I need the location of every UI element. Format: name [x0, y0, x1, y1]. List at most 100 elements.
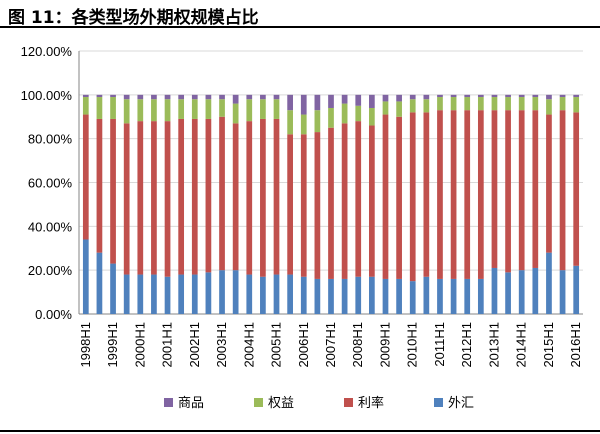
bar-segment — [341, 103, 348, 124]
y-tick-label: 20.00% — [28, 263, 73, 278]
bar-segment — [246, 94, 253, 100]
bar-segment — [559, 97, 566, 111]
x-tick-label: 2012H1 — [459, 322, 474, 368]
bar-segment — [382, 101, 389, 115]
bar-segment — [164, 99, 171, 122]
bar-segment — [314, 110, 321, 133]
legend-swatch — [254, 398, 263, 407]
bar-segment — [328, 127, 334, 279]
bar-segment — [491, 97, 498, 111]
bar-segment — [123, 274, 130, 314]
bar-segment — [491, 94, 498, 98]
bar-segment — [82, 239, 89, 314]
bar-segment — [205, 118, 212, 273]
x-tick-label: 2006H1 — [296, 322, 311, 368]
bar-segment — [191, 118, 198, 275]
x-tick-label: 1999H1 — [105, 322, 120, 368]
bar-segment — [205, 94, 212, 100]
bar-segment — [546, 252, 552, 314]
bottom-rule — [0, 430, 600, 432]
bar-segment — [518, 94, 525, 98]
bar-segment — [505, 94, 511, 98]
y-tick-label: 100.00% — [21, 88, 73, 103]
bar-segment — [164, 276, 171, 314]
bar-segment — [287, 274, 293, 314]
chart-title: 图 11：各类型场外期权规模占比 — [8, 8, 259, 28]
legend-label: 利率 — [358, 395, 384, 411]
bar-segment — [518, 110, 525, 271]
bar-segment — [559, 270, 566, 314]
bar-segment — [151, 94, 157, 100]
bar-segment — [532, 97, 539, 111]
bar-segment — [532, 110, 539, 268]
bar-segment — [518, 270, 525, 314]
bar-segment — [437, 110, 443, 279]
bar-segment — [123, 123, 130, 275]
bar-segment — [450, 278, 457, 314]
bar-segment — [260, 276, 266, 314]
bar-segment — [573, 94, 580, 98]
bar-segment — [314, 278, 321, 314]
x-tick-label: 2003H1 — [214, 322, 229, 368]
bar-segment — [437, 97, 443, 111]
bar-segment — [396, 101, 402, 117]
y-tick-label: 80.00% — [28, 132, 73, 147]
bar-segment — [246, 274, 253, 314]
bar-segment — [491, 110, 498, 268]
bar-segment — [205, 272, 212, 314]
bar-segment — [110, 97, 116, 119]
bar-segment — [546, 114, 552, 253]
bar-segment — [328, 107, 334, 128]
bar-segment — [300, 94, 307, 115]
y-tick-label: 0.00% — [35, 307, 72, 322]
legend-swatch — [434, 398, 443, 407]
bar-segment — [300, 134, 307, 277]
x-tick-label: 2000H1 — [132, 322, 147, 368]
bar-segment — [573, 97, 580, 113]
bar-segment — [464, 278, 471, 314]
x-tick-label: 2004H1 — [241, 322, 256, 368]
bar-segment — [260, 99, 266, 119]
bar-segment — [96, 252, 103, 314]
y-tick-label: 60.00% — [28, 176, 73, 191]
bar-segment — [219, 116, 225, 271]
bar-segment — [450, 94, 457, 98]
bar-segment — [355, 121, 362, 277]
bar-segment — [559, 94, 566, 98]
bar-segment — [232, 94, 239, 104]
bar-segment — [477, 97, 484, 111]
bar-segment — [191, 99, 198, 119]
bar-segment — [314, 94, 321, 111]
bar-segment — [82, 114, 89, 240]
bar-segment — [382, 278, 389, 314]
bar-segment — [110, 263, 116, 314]
title-bar: 图 11：各类型场外期权规模占比 — [0, 0, 600, 28]
bar-segment — [396, 116, 402, 279]
bar-segment — [287, 94, 293, 111]
bar-segment — [559, 110, 566, 271]
bar-segment — [491, 267, 498, 314]
bar-segment — [423, 99, 430, 113]
bar-segment — [382, 94, 389, 102]
bar-segment — [477, 110, 484, 279]
legend-swatch — [344, 398, 353, 407]
x-tick-label: 1998H1 — [78, 322, 93, 368]
bar-segment — [355, 94, 362, 106]
bar-segment — [341, 94, 348, 104]
bar-segment — [164, 94, 171, 100]
bar-segment — [409, 94, 416, 100]
bar-segment — [273, 94, 280, 100]
bar-segment — [232, 103, 239, 124]
bar-segment — [260, 118, 266, 277]
bar-segment — [409, 281, 416, 315]
bar-segment — [137, 94, 144, 100]
x-tick-label: 2013H1 — [486, 322, 501, 368]
bar-segment — [178, 99, 185, 119]
bar-segment — [450, 97, 457, 111]
bar-segment — [464, 110, 471, 279]
bar-segment — [205, 99, 212, 119]
bar-segment — [178, 274, 185, 314]
bar-segment — [246, 121, 253, 275]
bar-segment — [110, 118, 116, 264]
